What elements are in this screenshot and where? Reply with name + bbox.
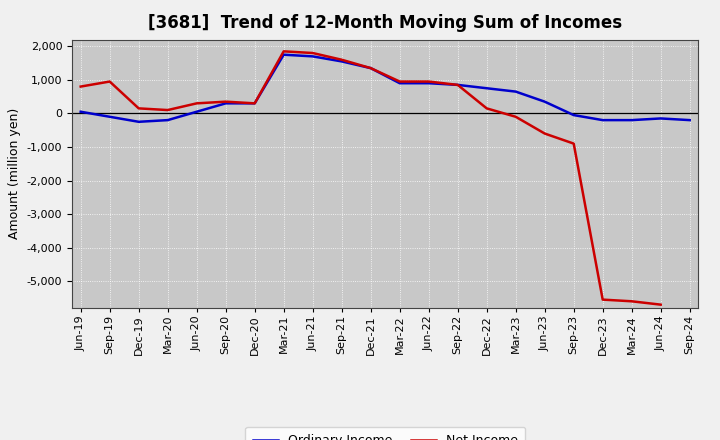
Net Income: [482, 106, 491, 111]
Ordinary Income: [192, 109, 201, 114]
Ordinary Income: [279, 52, 288, 57]
Title: [3681]  Trend of 12-Month Moving Sum of Incomes: [3681] Trend of 12-Month Moving Sum of I…: [148, 15, 622, 33]
Net Income: [76, 84, 85, 89]
Net Income: [279, 49, 288, 54]
Ordinary Income: [570, 113, 578, 118]
Y-axis label: Amount (million yen): Amount (million yen): [8, 108, 21, 239]
Net Income: [105, 79, 114, 84]
Ordinary Income: [221, 101, 230, 106]
Net Income: [511, 114, 520, 119]
Net Income: [221, 99, 230, 104]
Net Income: [598, 297, 607, 302]
Net Income: [541, 131, 549, 136]
Ordinary Income: [657, 116, 665, 121]
Ordinary Income: [627, 117, 636, 123]
Net Income: [657, 302, 665, 307]
Line: Ordinary Income: Ordinary Income: [81, 55, 690, 122]
Net Income: [627, 299, 636, 304]
Net Income: [454, 82, 462, 88]
Net Income: [424, 79, 433, 84]
Net Income: [366, 66, 375, 71]
Line: Net Income: Net Income: [81, 51, 661, 304]
Net Income: [163, 107, 172, 113]
Net Income: [135, 106, 143, 111]
Ordinary Income: [511, 89, 520, 94]
Ordinary Income: [105, 114, 114, 119]
Net Income: [251, 101, 259, 106]
Net Income: [308, 50, 317, 55]
Ordinary Income: [338, 59, 346, 64]
Ordinary Income: [366, 66, 375, 71]
Ordinary Income: [454, 82, 462, 88]
Ordinary Income: [424, 81, 433, 86]
Ordinary Income: [308, 54, 317, 59]
Net Income: [192, 101, 201, 106]
Net Income: [338, 57, 346, 62]
Ordinary Income: [135, 119, 143, 125]
Ordinary Income: [251, 101, 259, 106]
Ordinary Income: [395, 81, 404, 86]
Legend: Ordinary Income, Net Income: Ordinary Income, Net Income: [245, 427, 526, 440]
Net Income: [395, 79, 404, 84]
Ordinary Income: [685, 117, 694, 123]
Ordinary Income: [598, 117, 607, 123]
Net Income: [570, 141, 578, 146]
Ordinary Income: [76, 109, 85, 114]
Ordinary Income: [482, 86, 491, 91]
Ordinary Income: [541, 99, 549, 104]
Ordinary Income: [163, 117, 172, 123]
